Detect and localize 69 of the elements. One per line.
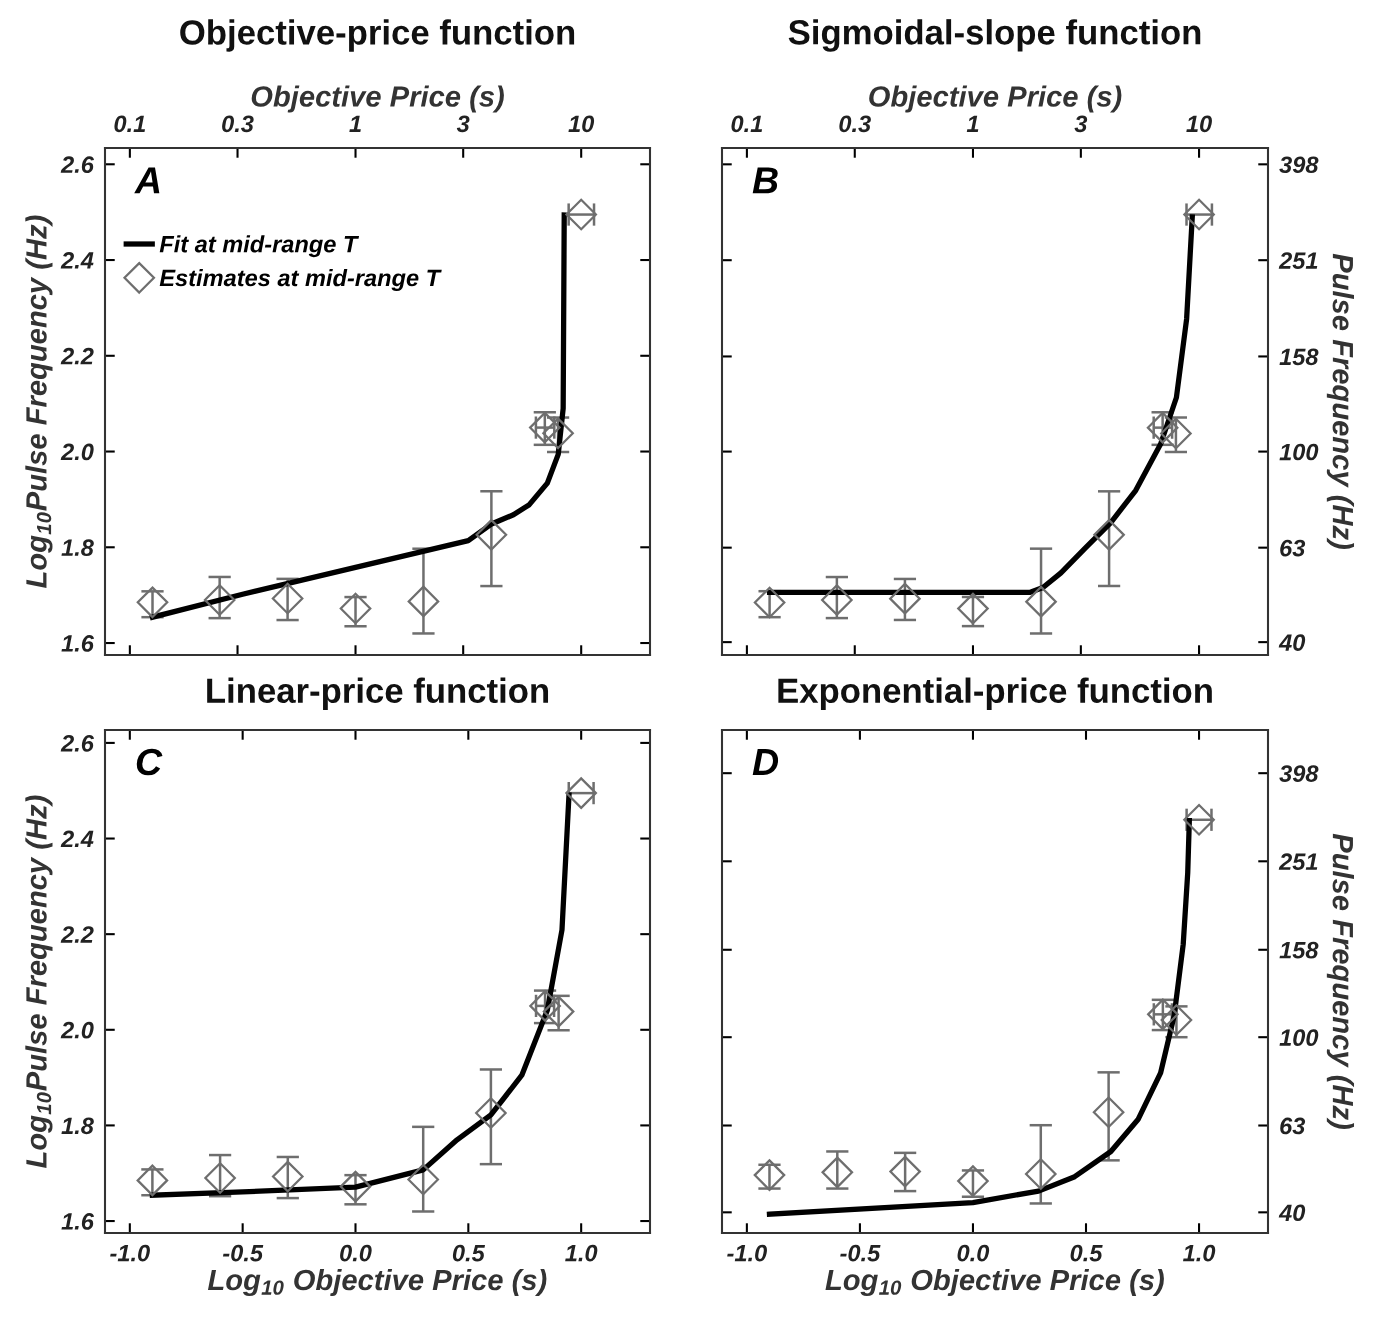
- y-tick-label: 40: [1278, 1204, 1306, 1222]
- point: [271, 1160, 304, 1193]
- y-tick-label: 40: [1278, 634, 1306, 651]
- annotation: B: [752, 167, 778, 194]
- y-tick-label: 1.6: [61, 1213, 95, 1230]
- annotation: D: [752, 749, 779, 775]
- x-tick-label: -1.0: [727, 1244, 767, 1262]
- y-tick-label: 2.0: [60, 443, 94, 461]
- y-tick-label: 63: [1280, 1117, 1306, 1135]
- x-tick-label: 0.0: [340, 1244, 372, 1262]
- x-tick-label: -0.5: [222, 1244, 264, 1262]
- x-tick-label: 1.0: [565, 1244, 598, 1262]
- y-axis-title: Log$_{10}$Pulse Frequency (Hz): [25, 215, 53, 588]
- y-tick-label: 398: [1279, 765, 1319, 782]
- x-axis-title: Log$_{10}$ Objective Price (s): [207, 1268, 547, 1297]
- x-tick-label: -1.0: [110, 1244, 150, 1262]
- y-tick-label: 251: [1278, 252, 1318, 269]
- y-tick-label: 1.8: [61, 1117, 94, 1135]
- y-tick-label: 63: [1280, 539, 1306, 557]
- x-tick-label: 1: [966, 115, 979, 132]
- x-axis-title: Objective Price (s): [251, 85, 504, 113]
- point: [1092, 1096, 1125, 1129]
- chart-title: Objective-price function: [180, 19, 575, 52]
- x-tick-label: 10: [568, 115, 595, 133]
- y-tick-label: 158: [1279, 348, 1319, 366]
- chart-title: Sigmoidal-slope function: [788, 19, 1201, 52]
- x-tick-label: 0.1: [731, 115, 763, 133]
- y-axis-title: Pulse Frequency (Hz): [1326, 833, 1355, 1129]
- y-tick-label: 2.2: [60, 347, 94, 365]
- chart-title: Exponential-price function: [778, 677, 1212, 710]
- x-tick-label: 10: [1186, 115, 1212, 133]
- x-tick-label: 0.3: [222, 115, 254, 133]
- x-tick-label: 0.5: [452, 1244, 486, 1262]
- y-tick-label: 2.2: [60, 926, 94, 943]
- x-tick-label: 0.1: [114, 115, 145, 133]
- x-tick-label: 1: [349, 115, 361, 132]
- x-tick-label: 0.0: [957, 1244, 990, 1262]
- y-tick-label: 2.0: [60, 1021, 94, 1039]
- x-tick-label: 0.3: [839, 115, 871, 133]
- y-tick-label: 2.6: [60, 734, 95, 752]
- annotation: A: [134, 167, 160, 194]
- annotation: C: [136, 748, 163, 776]
- y-tick-label: 158: [1279, 941, 1319, 959]
- x-tick-label: 3: [456, 115, 470, 133]
- y-tick-label: 2.4: [60, 830, 94, 848]
- y-tick-label: 2.4: [60, 252, 94, 269]
- y-tick-label: 100: [1279, 443, 1319, 461]
- y-axis-title: Log$_{10}$Pulse Frequency (Hz): [25, 795, 53, 1168]
- y-tick-label: 1.6: [61, 635, 95, 652]
- legend-label: Fit at mid-range T: [159, 235, 360, 258]
- y-tick-label: 100: [1279, 1029, 1319, 1046]
- y-tick-label: 251: [1278, 853, 1318, 871]
- point: [475, 1097, 507, 1129]
- point: [1024, 1158, 1057, 1190]
- x-tick-label: 0.5: [1070, 1244, 1103, 1262]
- x-axis-title: Log$_{10}$ Objective Price (s): [825, 1268, 1164, 1297]
- y-tick-label: 2.6: [60, 156, 95, 174]
- x-axis-title: Objective Price (s): [869, 85, 1122, 113]
- x-tick-label: 1.0: [1183, 1244, 1216, 1262]
- legend-label: Estimates at mid-range T: [159, 268, 442, 291]
- chart-title: Linear-price function: [207, 677, 549, 710]
- y-tick-label: 398: [1279, 156, 1319, 174]
- point: [204, 1162, 236, 1194]
- x-tick-label: 3: [1074, 115, 1088, 133]
- y-tick-label: 1.8: [61, 539, 94, 557]
- point: [821, 1156, 854, 1189]
- y-axis-title: Pulse Frequency (Hz): [1326, 253, 1355, 549]
- point: [407, 1163, 440, 1196]
- x-tick-label: -0.5: [840, 1244, 881, 1262]
